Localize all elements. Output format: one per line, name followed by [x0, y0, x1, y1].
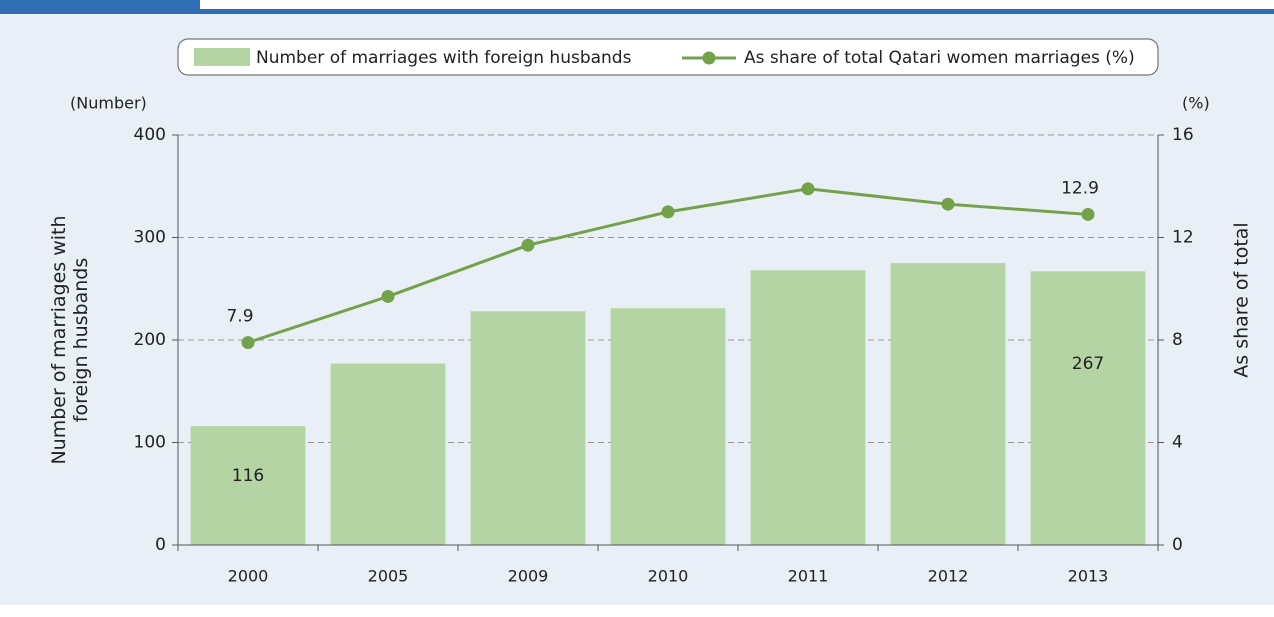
legend-marker [702, 51, 716, 65]
legend-label: Number of marriages with foreign husband… [256, 48, 632, 68]
x-tick-label: 2012 [928, 567, 969, 586]
line-point [241, 336, 255, 350]
y2-tick-label: 16 [1172, 125, 1194, 145]
line-point [661, 205, 675, 219]
bar-value-label: 116 [232, 466, 264, 486]
bar-value-label: 267 [1072, 354, 1104, 374]
bar [750, 270, 866, 545]
y-tick-label: 400 [134, 125, 166, 145]
bar [190, 426, 306, 545]
header-line [200, 9, 1274, 14]
x-tick-label: 2013 [1068, 567, 1109, 586]
bar [1030, 271, 1146, 545]
line-point [521, 238, 535, 252]
y2-tick-label: 12 [1172, 228, 1194, 248]
y2-tick-label: 4 [1172, 433, 1183, 453]
bar [470, 311, 586, 545]
y2-unit: (%) [1182, 94, 1210, 113]
bar [610, 308, 726, 545]
y-unit: (Number) [70, 94, 147, 113]
y-tick-label: 0 [155, 535, 166, 555]
bar [890, 263, 1006, 545]
x-tick-label: 2009 [508, 567, 549, 586]
x-tick-label: 2000 [228, 567, 269, 586]
x-tick-label: 2005 [368, 567, 409, 586]
line-point [941, 197, 955, 211]
y-tick-label: 200 [134, 330, 166, 350]
line-point [801, 182, 815, 196]
y2-axis-title: As share of total [1231, 222, 1253, 377]
line-point [1081, 207, 1095, 221]
header-block [0, 0, 200, 14]
y-axis-title: Number of marriages withforeign husbands [48, 215, 92, 464]
line-value-label: 12.9 [1061, 178, 1099, 198]
line-value-label: 7.9 [226, 307, 253, 327]
y-tick-label: 300 [134, 228, 166, 248]
y-tick-label: 100 [134, 433, 166, 453]
x-tick-label: 2011 [788, 567, 829, 586]
bar [330, 363, 446, 545]
legend-swatch [194, 48, 250, 66]
y-axis-title-line: Number of marriages with [48, 215, 70, 464]
line-point [381, 289, 395, 303]
y2-tick-label: 8 [1172, 330, 1183, 350]
y2-tick-label: 0 [1172, 535, 1183, 555]
legend-label: As share of total Qatari women marriages… [744, 48, 1135, 68]
legend-box [177, 38, 1159, 76]
y-axis-title-line: foreign husbands [70, 258, 92, 423]
x-tick-label: 2010 [648, 567, 689, 586]
